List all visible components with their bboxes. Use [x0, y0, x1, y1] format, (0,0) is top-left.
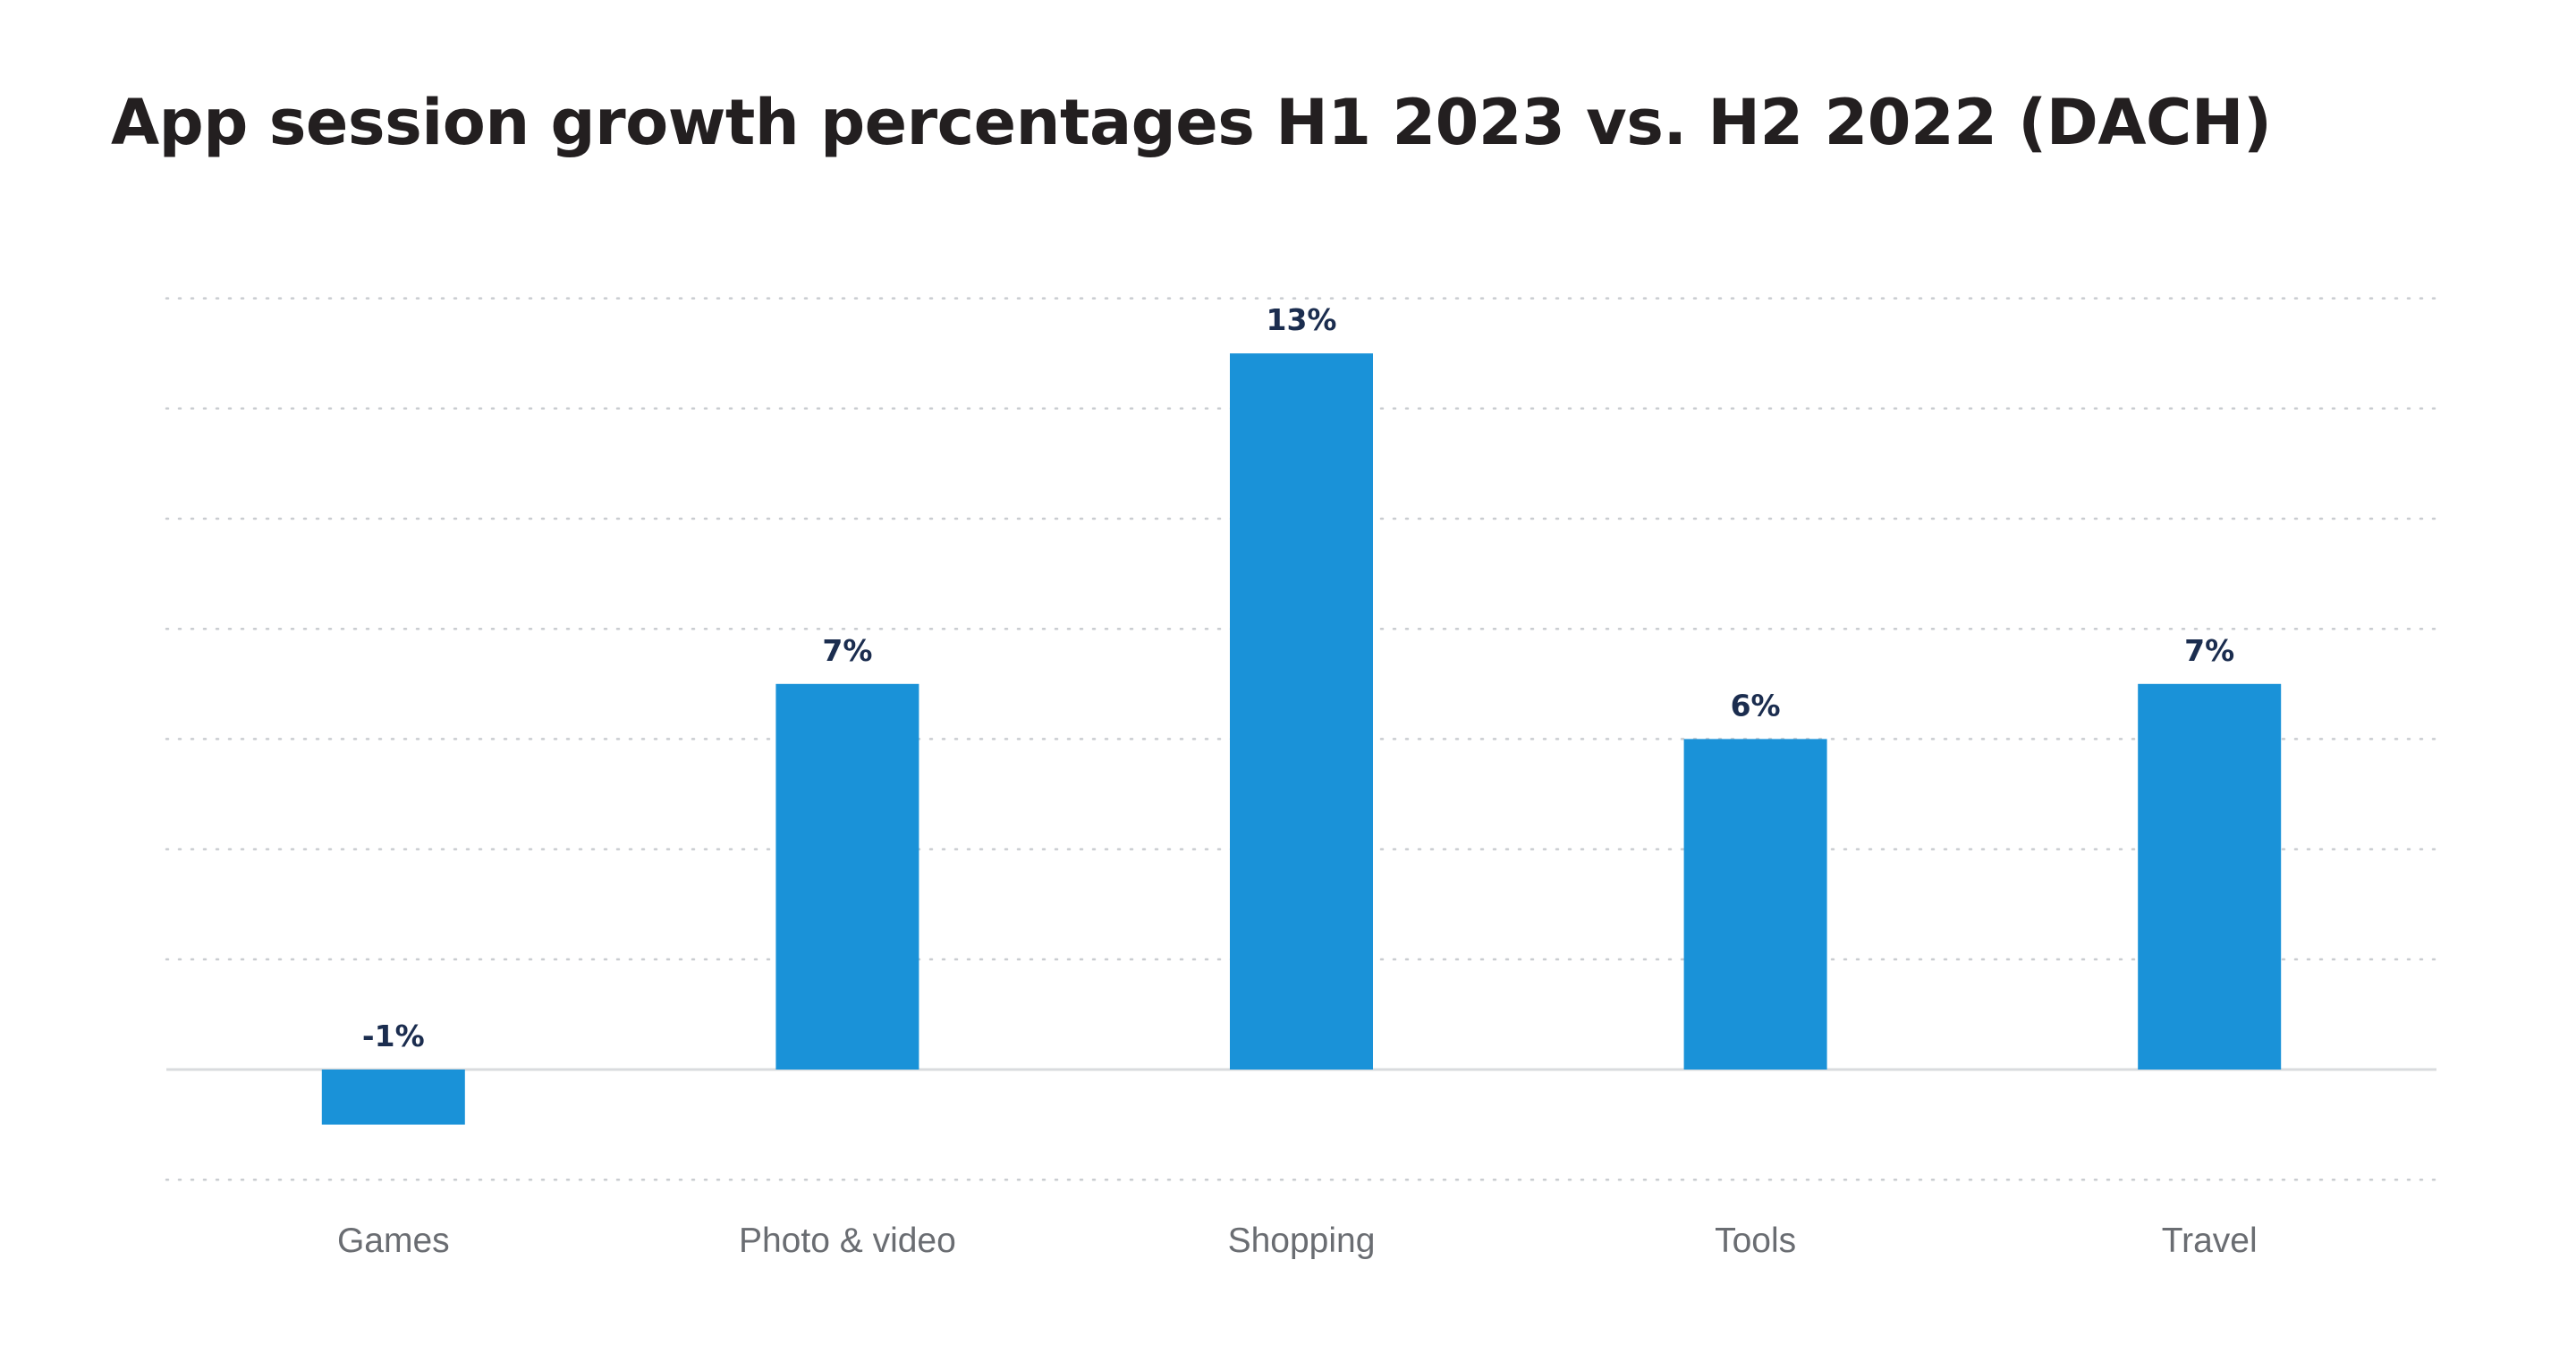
bar-photo-video — [775, 683, 919, 1070]
bar-shopping — [1230, 353, 1373, 1070]
x-tick-label: Photo & video — [739, 1222, 956, 1260]
data-label: 7% — [2184, 633, 2234, 668]
x-tick-label: Shopping — [1228, 1222, 1376, 1260]
bar-games — [321, 1070, 465, 1125]
bar-travel — [2138, 683, 2282, 1070]
data-label: 7% — [822, 633, 872, 668]
x-tick-label: Travel — [2162, 1222, 2258, 1260]
bar-tools — [1683, 739, 1827, 1070]
x-tick-label: Games — [337, 1222, 450, 1260]
bars — [321, 353, 2282, 1125]
x-tick-label: Tools — [1715, 1222, 1796, 1260]
category-labels: Games Photo & video Shopping Tools Travel — [337, 1222, 2258, 1260]
chart-title: App session growth percentages H1 2023 v… — [111, 86, 2272, 159]
value-labels: -1% 7% 13% 6% 7% — [362, 302, 2234, 1053]
data-label: 6% — [1731, 688, 1781, 723]
data-label: -1% — [362, 1019, 425, 1053]
data-label: 13% — [1267, 302, 1337, 337]
